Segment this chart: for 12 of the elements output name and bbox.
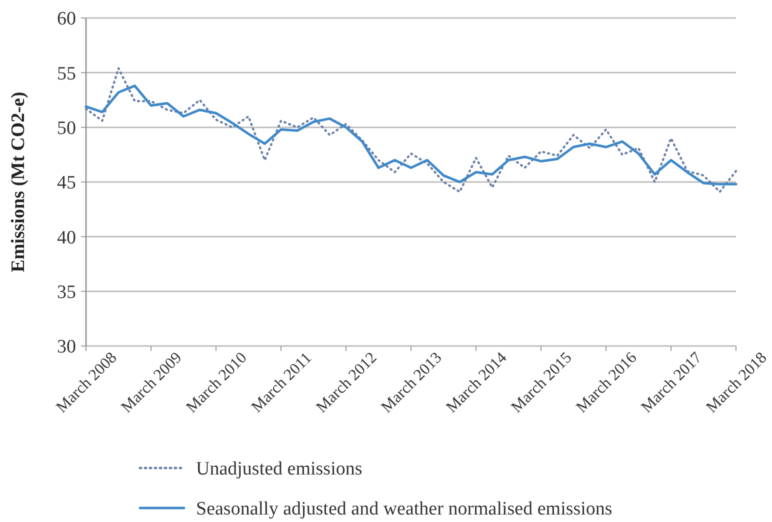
- y-tick-label: 60: [57, 8, 76, 30]
- legend-label: Seasonally adjusted and weather normalised emissions: [196, 498, 612, 520]
- line-series: [84, 84, 738, 186]
- line-series: [84, 67, 738, 193]
- y-tick-label: 55: [57, 63, 76, 84]
- y-tick-label: 35: [57, 282, 76, 303]
- y-tick-label: 40: [57, 227, 76, 248]
- y-tick-label: 45: [57, 172, 76, 194]
- y-tick-label: 50: [57, 118, 76, 139]
- legend-label: Unadjusted emissions: [196, 458, 362, 480]
- y-axis-title: Emissions (Mt CO2-e): [8, 92, 29, 272]
- y-tick-label: 30: [57, 336, 76, 358]
